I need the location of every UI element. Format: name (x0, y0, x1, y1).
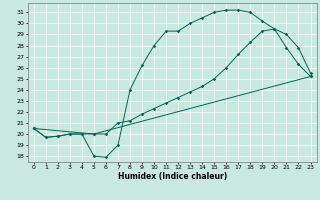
X-axis label: Humidex (Indice chaleur): Humidex (Indice chaleur) (117, 172, 227, 181)
